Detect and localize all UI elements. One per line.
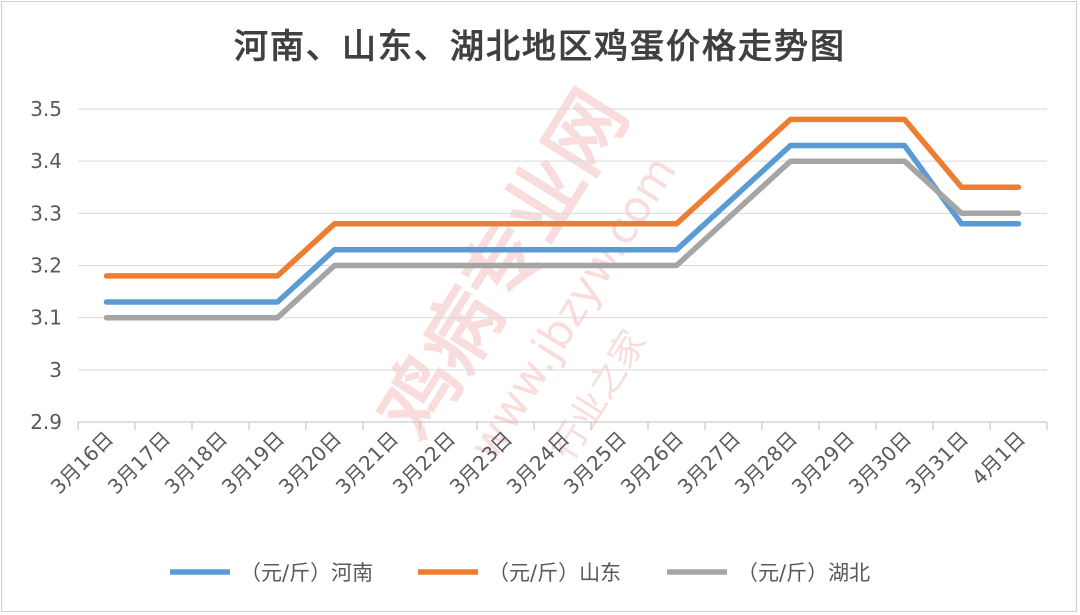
legend-label-1: （元/斤）山东 — [488, 561, 621, 585]
y-tick-label: 3.4 — [30, 149, 62, 173]
y-tick-label: 3.5 — [30, 97, 62, 121]
y-tick-label: 2.9 — [30, 410, 62, 434]
x-tick-label: 3月21日 — [331, 427, 403, 499]
x-tick-label: 3月27日 — [673, 427, 745, 499]
x-tick-label: 3月17日 — [103, 427, 175, 499]
x-tick-label: 3月18日 — [160, 427, 232, 499]
series-lines — [103, 116, 1022, 321]
x-tick-label: 3月19日 — [217, 427, 289, 499]
x-tick-label: 4月1日 — [967, 427, 1030, 490]
legend-label-0: （元/斤）河南 — [240, 561, 373, 585]
grid-lines — [77, 108, 1048, 430]
legend-label-2: （元/斤）湖北 — [737, 561, 870, 585]
x-tick-label: 3月30日 — [844, 427, 916, 499]
x-tick-label: 3月26日 — [616, 427, 688, 499]
x-axis-ticks: 3月16日3月17日3月18日3月19日3月20日3月21日3月22日3月23日… — [46, 427, 1030, 499]
chart-title: 河南、山东、湖北地区鸡蛋价格走势图 — [234, 27, 846, 67]
x-tick-label: 3月29日 — [787, 427, 859, 499]
series-line-2 — [103, 158, 1022, 321]
y-tick-label: 3.3 — [30, 201, 62, 225]
series-line-1 — [103, 116, 1022, 279]
series-line-0 — [103, 142, 1022, 305]
y-tick-label: 3 — [49, 358, 62, 382]
legend: （元/斤）河南 （元/斤）山东 （元/斤）湖北 — [170, 561, 870, 585]
y-tick-label: 3.2 — [30, 254, 62, 278]
y-axis-ticks: 2.9 3 3.1 3.2 3.3 3.4 3.5 — [30, 97, 62, 434]
y-tick-label: 3.1 — [30, 306, 62, 330]
x-tick-label: 3月16日 — [46, 427, 118, 499]
x-tick-label: 3月28日 — [730, 427, 802, 499]
x-tick-label: 3月31日 — [901, 427, 973, 499]
x-tick-label: 3月20日 — [274, 427, 346, 499]
